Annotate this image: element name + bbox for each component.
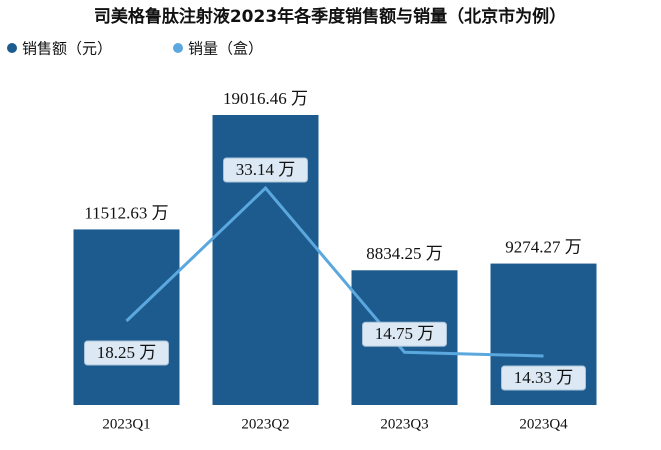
value-label: 8834.25 万 [366,244,443,263]
value-label-box [84,340,169,366]
legend-marker [7,43,17,53]
value-label: 14.75 万 [375,324,435,343]
value-label-box [362,321,447,347]
value-label: 18.25 万 [97,343,157,362]
legend-label: 销量（盒） [188,40,263,58]
value-label: 9274.27 万 [505,237,582,256]
value-label: 33.14 万 [236,160,296,179]
x-tick-label: 2023Q2 [241,416,289,432]
x-tick-label: 2023Q1 [102,416,150,432]
x-tick-label: 2023Q4 [519,416,568,432]
bar [73,229,180,405]
value-label: 14.33 万 [514,368,574,387]
line [125,185,544,358]
legend-label: 销售额（元） [22,40,112,58]
value-label-box [223,157,308,183]
x-tick-label: 2023Q3 [380,416,428,432]
value-label-box [501,365,586,391]
chart-title: 司美格鲁肽注射液2023年各季度销售额与销量（北京市为例） [94,6,566,27]
value-label: 19016.46 万 [223,89,308,108]
legend-marker [173,43,183,53]
value-label: 11512.63 万 [84,203,168,222]
